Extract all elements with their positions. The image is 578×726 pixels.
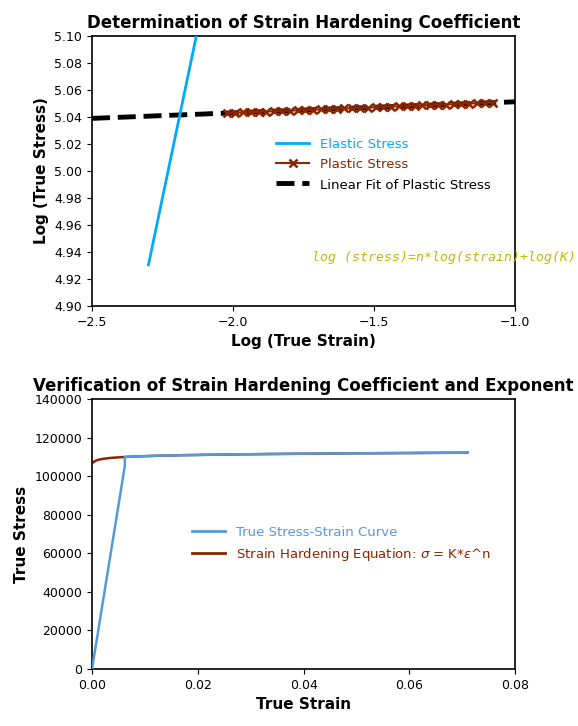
Text: log (stress)=n*log(strain)+log(K): log (stress)=n*log(strain)+log(K) (312, 251, 576, 264)
Legend: True Stress-Strain Curve, Strain Hardening Equation: $\sigma$ = K*$\varepsilon$^: True Stress-Strain Curve, Strain Hardeni… (187, 521, 496, 568)
X-axis label: True Strain: True Strain (256, 697, 351, 712)
Title: Verification of Strain Hardening Coefficient and Exponent: Verification of Strain Hardening Coeffic… (34, 377, 574, 395)
Y-axis label: Log (True Stress): Log (True Stress) (34, 97, 49, 245)
X-axis label: Log (True Strain): Log (True Strain) (231, 334, 376, 349)
Title: Determination of Strain Hardening Coefficient: Determination of Strain Hardening Coeffi… (87, 14, 520, 32)
Legend: Elastic Stress, Plastic Stress, Linear Fit of Plastic Stress: Elastic Stress, Plastic Stress, Linear F… (271, 133, 496, 197)
Y-axis label: True Stress: True Stress (14, 486, 29, 582)
